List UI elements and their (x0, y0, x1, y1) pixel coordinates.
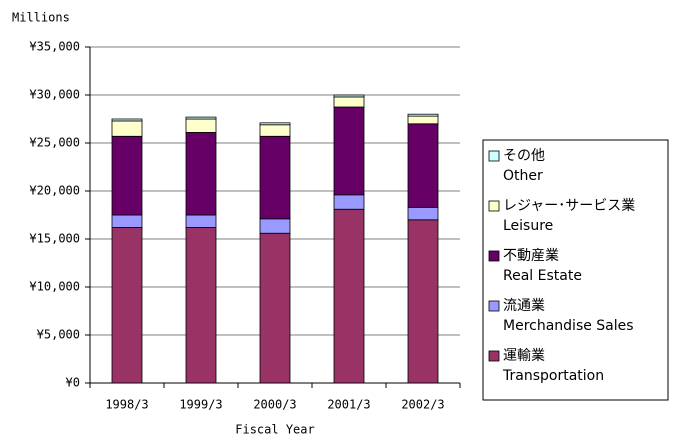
bar-segment (259, 232, 291, 384)
bar-segment (333, 194, 365, 210)
bar-segment (185, 227, 217, 384)
bar-segment (185, 116, 217, 120)
bar-segment (407, 206, 439, 221)
legend-swatch (488, 200, 500, 212)
legend-sublabel: Leisure (503, 218, 553, 234)
bar-segment (111, 118, 143, 122)
legend-swatch (488, 300, 500, 312)
bar-segment (407, 123, 439, 208)
y-tick-label: ¥25,000 (29, 136, 80, 150)
bar-segment (407, 115, 439, 125)
bar-segment (407, 113, 439, 117)
bar-segment (111, 214, 143, 228)
y-tick-label: ¥0 (66, 376, 80, 390)
bar-segment (333, 106, 365, 196)
bar-segment (259, 218, 291, 234)
bar-segment (333, 96, 365, 108)
bar-segment (185, 132, 217, 216)
legend-label: 運輸業 (503, 348, 545, 364)
bar-segment (185, 118, 217, 133)
y-tick-label: ¥5,000 (37, 328, 80, 342)
y-unit: Millions (12, 11, 70, 25)
x-tick-label: 2001/3 (327, 398, 370, 412)
legend-label: 不動産業 (503, 248, 559, 264)
y-tick-label: ¥15,000 (29, 232, 80, 246)
legend-swatch (488, 250, 500, 262)
bar-segment (259, 135, 291, 220)
legend-sublabel: Transportation (502, 368, 604, 384)
bar-segment (111, 135, 143, 216)
legend-sublabel: Other (503, 168, 543, 184)
y-tick-label: ¥30,000 (29, 88, 80, 102)
bar-segment (111, 120, 143, 137)
bar-segment (333, 208, 365, 384)
y-tick-label: ¥35,000 (29, 40, 80, 54)
legend-sublabel: Real Estate (503, 268, 582, 284)
legend-swatch (488, 150, 500, 162)
x-tick-label: 1998/3 (105, 398, 148, 412)
x-axis-label: Fiscal Year (235, 423, 314, 437)
legend-label: レジャー･サービス業 (503, 198, 635, 214)
bar-segment (259, 124, 291, 137)
bar-segment (185, 214, 217, 228)
legend-swatch (488, 350, 500, 362)
legend-sublabel: Merchandise Sales (503, 318, 634, 334)
x-tick-label: 2002/3 (401, 398, 444, 412)
legend-label: 流通業 (503, 298, 545, 314)
y-tick-label: ¥20,000 (29, 184, 80, 198)
legend-box (482, 139, 669, 401)
bar-segment (333, 94, 365, 98)
legend-label: その他 (503, 148, 545, 164)
x-tick-label: 2000/3 (253, 398, 296, 412)
bar-segment (259, 122, 291, 126)
bar-segment (111, 227, 143, 384)
x-tick-label: 1999/3 (179, 398, 222, 412)
bar-segment (407, 219, 439, 384)
y-tick-label: ¥10,000 (29, 280, 80, 294)
